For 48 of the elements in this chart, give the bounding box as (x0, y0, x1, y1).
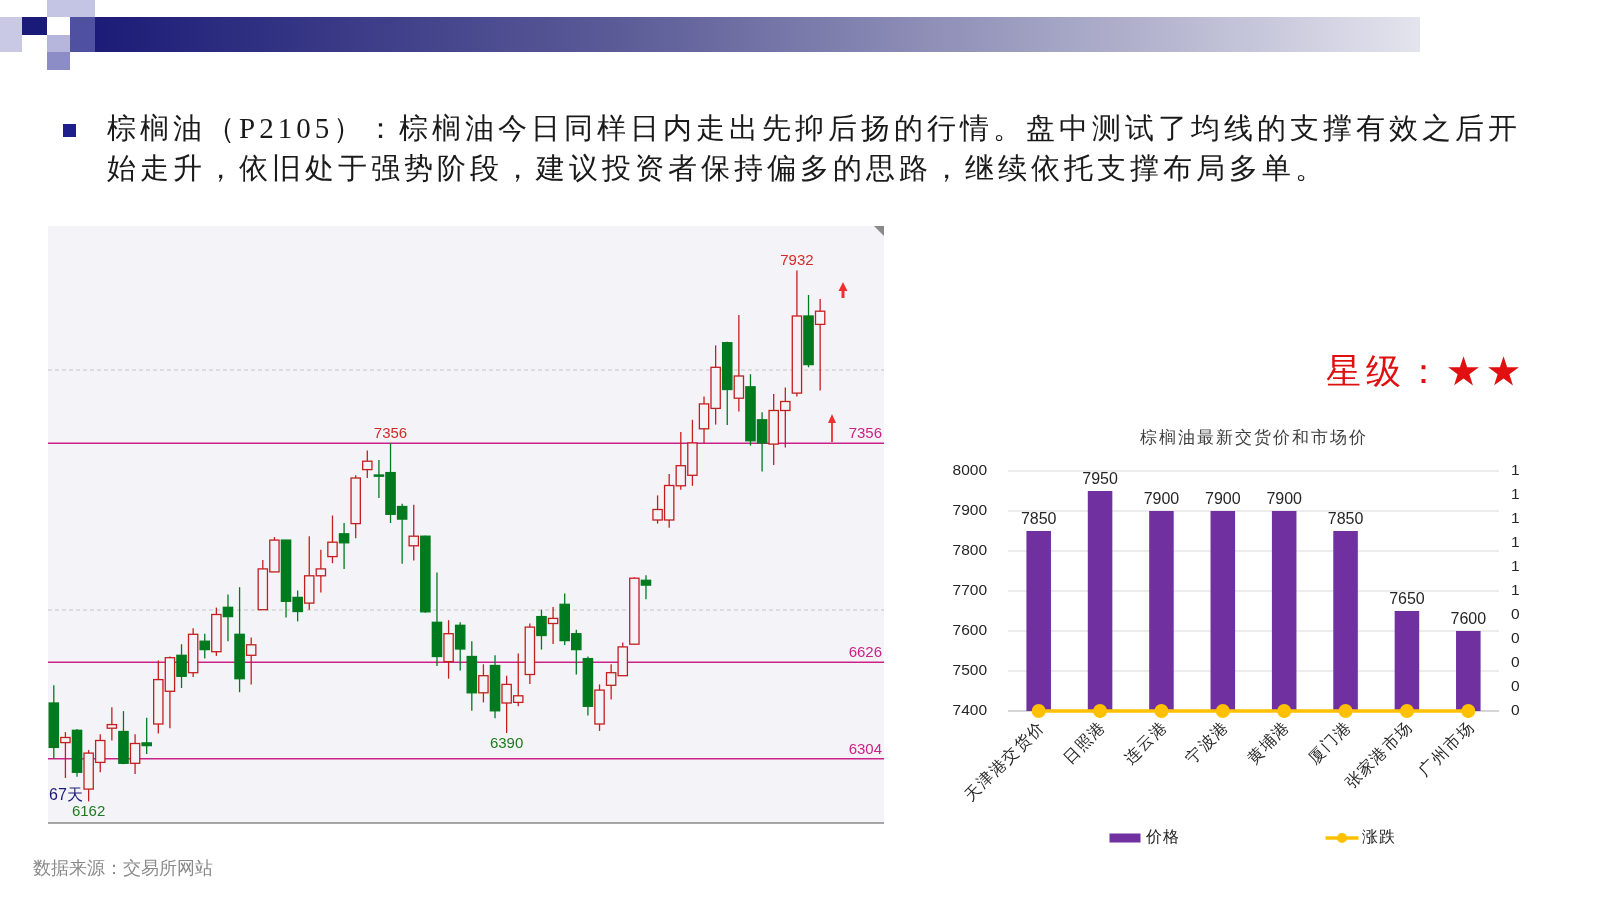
data-label: 7950 (1082, 470, 1118, 487)
annotation: 7932 (780, 251, 814, 269)
data-label: 7600 (1450, 610, 1487, 627)
source-note: 数据来源：交易所网站 (33, 857, 213, 880)
x-tick-label: 宁波港 (1182, 717, 1232, 767)
y-tick-label: 7700 (952, 581, 988, 599)
annotation: 6162 (71, 802, 106, 820)
y2-tick-label: 1 (1511, 509, 1520, 527)
annotation: 6390 (489, 734, 524, 751)
data-label: 7900 (1266, 490, 1303, 507)
y2-tick-label: 1 (1511, 461, 1520, 479)
y2-tick-label: 0 (1511, 653, 1520, 671)
text: 星级：★★ (1326, 351, 1526, 393)
y-tick-label: 8000 (952, 461, 988, 479)
data-label: 7900 (1143, 490, 1180, 507)
y2-tick-label: 1 (1511, 581, 1520, 599)
x-tick-label: 连云港 (1121, 717, 1171, 767)
annotation: 67天 (49, 786, 83, 803)
y-tick-label: 7900 (952, 501, 988, 519)
data-label: 7850 (1327, 510, 1364, 527)
y2-tick-label: 0 (1511, 629, 1520, 647)
y-tick-label: 7356 (848, 424, 882, 442)
y-tick-label: 7600 (952, 621, 988, 639)
y-tick-label: 7500 (952, 661, 988, 679)
x-tick-label: 天津港交货价 (961, 717, 1048, 804)
legend-label: 价格 (1144, 827, 1181, 845)
y2-tick-label: 1 (1511, 485, 1520, 503)
chart-title: 棕榈油（P2105）：棕榈油今日同样日内走出先抑后扬的行情。盘中测试了均线的支撑有效之后开 (107, 112, 1522, 144)
annotation: 7356 (373, 424, 408, 442)
y2-tick-label: 0 (1511, 605, 1520, 623)
text: 始走升，依旧处于强势阶段，建议投资者保持偏多的思路，继续依托支撑布局多单。 (107, 152, 1328, 184)
x-tick-label: 广州市场 (1415, 717, 1478, 780)
y2-tick-label: 1 (1511, 557, 1520, 575)
y2-tick-label: 1 (1511, 533, 1520, 551)
y2-tick-label: 0 (1511, 677, 1520, 695)
x-tick-label: 日照港 (1059, 717, 1109, 767)
y-tick-label: 6304 (848, 739, 882, 757)
x-tick-label: 黄埔港 (1243, 717, 1293, 767)
y-tick-label: 7400 (952, 701, 988, 719)
x-tick-label: 厦门港 (1305, 717, 1355, 767)
chart-title: 棕榈油最新交货价和市场价 (1139, 428, 1368, 447)
y-tick-label: 7800 (952, 541, 988, 559)
y2-tick-label: 0 (1511, 701, 1520, 719)
data-label: 7650 (1389, 590, 1425, 607)
y-tick-label: 6626 (848, 643, 882, 661)
data-label: 7900 (1205, 490, 1241, 507)
legend-label: 涨跌 (1361, 827, 1397, 845)
data-label: 7850 (1020, 510, 1057, 527)
